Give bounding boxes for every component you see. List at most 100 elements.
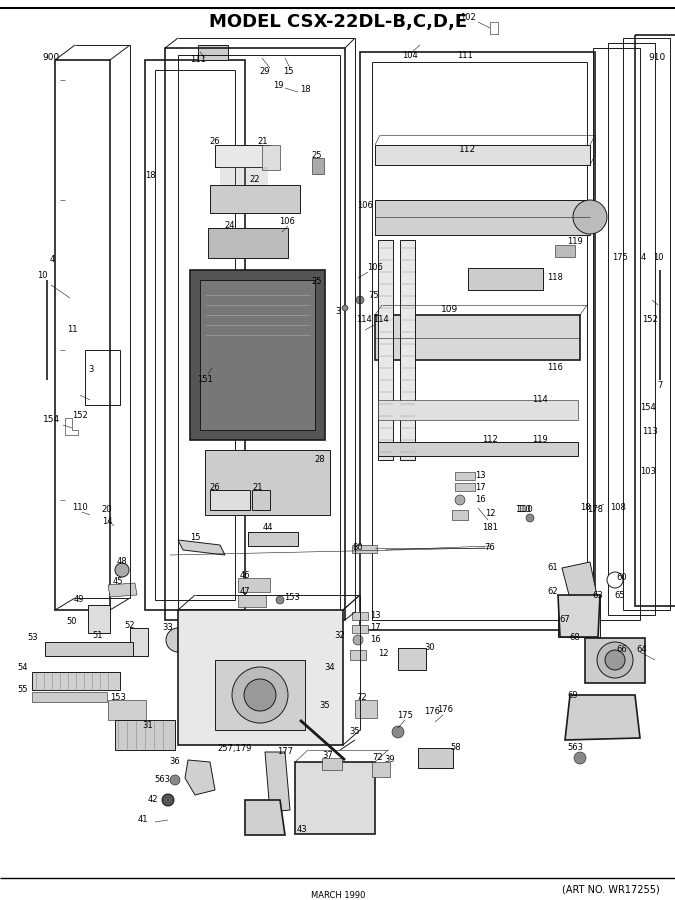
Text: 563: 563	[154, 776, 170, 785]
Text: 106: 106	[357, 201, 373, 210]
Text: 15: 15	[283, 68, 293, 76]
Text: 24: 24	[225, 220, 236, 230]
Text: 44: 44	[263, 524, 273, 533]
Text: 34: 34	[325, 663, 335, 672]
Text: 114: 114	[532, 395, 548, 404]
Text: 72: 72	[373, 753, 383, 762]
Text: 19: 19	[273, 80, 284, 89]
Text: 55: 55	[18, 686, 28, 695]
Bar	[352, 545, 377, 553]
Bar	[178, 610, 343, 745]
Text: 58: 58	[451, 743, 461, 752]
Text: 35: 35	[320, 700, 330, 709]
Text: 112: 112	[460, 146, 477, 155]
Text: 51: 51	[92, 631, 103, 640]
Text: 18: 18	[144, 170, 155, 179]
Bar	[215, 145, 270, 167]
Circle shape	[526, 514, 534, 522]
Text: 178: 178	[587, 506, 603, 515]
Text: 47: 47	[240, 588, 250, 597]
Circle shape	[342, 305, 348, 311]
Text: 109: 109	[441, 305, 458, 314]
Text: 30: 30	[425, 644, 435, 652]
Polygon shape	[565, 695, 640, 740]
Text: 12: 12	[485, 508, 495, 518]
Bar	[205, 450, 330, 515]
Text: 49: 49	[74, 596, 84, 605]
Bar	[555, 245, 575, 257]
Text: 39: 39	[385, 755, 396, 764]
Text: 22: 22	[250, 176, 261, 184]
Text: 153: 153	[284, 593, 300, 602]
Text: 43: 43	[297, 825, 307, 834]
Text: 154: 154	[640, 403, 656, 412]
Text: 20: 20	[102, 506, 112, 515]
Text: 151: 151	[197, 375, 213, 384]
Text: 66: 66	[617, 645, 627, 654]
Text: 80: 80	[352, 544, 363, 553]
Bar	[352, 625, 368, 633]
Text: 111: 111	[457, 50, 473, 59]
Circle shape	[607, 572, 623, 588]
Text: 10: 10	[653, 254, 664, 263]
Bar	[558, 595, 600, 637]
Bar	[352, 612, 368, 620]
Text: 103: 103	[640, 467, 656, 476]
Text: 3: 3	[335, 308, 341, 317]
Circle shape	[115, 563, 129, 577]
Text: 54: 54	[18, 663, 28, 672]
Text: 118: 118	[547, 274, 563, 283]
Polygon shape	[185, 760, 215, 795]
Bar	[398, 648, 426, 670]
Text: 46: 46	[240, 571, 250, 580]
Bar	[585, 638, 645, 683]
Bar	[378, 442, 578, 456]
Text: 50: 50	[67, 617, 77, 626]
Text: 119: 119	[532, 436, 548, 445]
Text: 15: 15	[190, 534, 200, 543]
Text: 154: 154	[43, 416, 61, 425]
Bar	[208, 228, 288, 258]
Text: 10: 10	[36, 271, 47, 280]
Text: (ART NO. WR17255): (ART NO. WR17255)	[562, 884, 660, 894]
Bar	[455, 483, 475, 491]
Text: 37: 37	[323, 751, 333, 760]
Text: 53: 53	[28, 634, 38, 643]
Text: 563: 563	[567, 743, 583, 752]
Bar	[210, 185, 300, 213]
Text: 111: 111	[190, 56, 206, 65]
Bar	[490, 22, 498, 34]
Circle shape	[170, 775, 180, 785]
Bar	[45, 642, 133, 656]
Text: 11: 11	[67, 326, 77, 335]
Circle shape	[392, 726, 404, 738]
Text: 68: 68	[569, 634, 580, 643]
Text: 76: 76	[485, 544, 495, 553]
Text: 60: 60	[617, 573, 627, 582]
Circle shape	[166, 628, 190, 652]
Bar	[360, 52, 595, 630]
Text: 257,179: 257,179	[218, 743, 252, 752]
Bar	[312, 158, 324, 174]
Bar	[418, 748, 453, 768]
Bar	[238, 595, 266, 607]
Polygon shape	[375, 145, 590, 165]
Bar	[32, 672, 120, 690]
Circle shape	[605, 650, 625, 670]
Text: 67: 67	[560, 616, 570, 625]
Text: 175: 175	[612, 254, 628, 263]
Bar	[378, 240, 393, 460]
Text: 12: 12	[378, 649, 388, 658]
Text: 16: 16	[475, 496, 485, 505]
Bar	[372, 62, 587, 620]
Text: 16: 16	[370, 635, 380, 644]
Text: 3: 3	[88, 365, 93, 374]
Bar	[210, 490, 250, 510]
Circle shape	[244, 679, 276, 711]
Bar	[455, 472, 475, 480]
Polygon shape	[265, 752, 290, 812]
Circle shape	[162, 794, 174, 806]
Text: 45: 45	[113, 578, 124, 587]
Text: 110: 110	[72, 503, 88, 512]
Circle shape	[276, 596, 284, 604]
